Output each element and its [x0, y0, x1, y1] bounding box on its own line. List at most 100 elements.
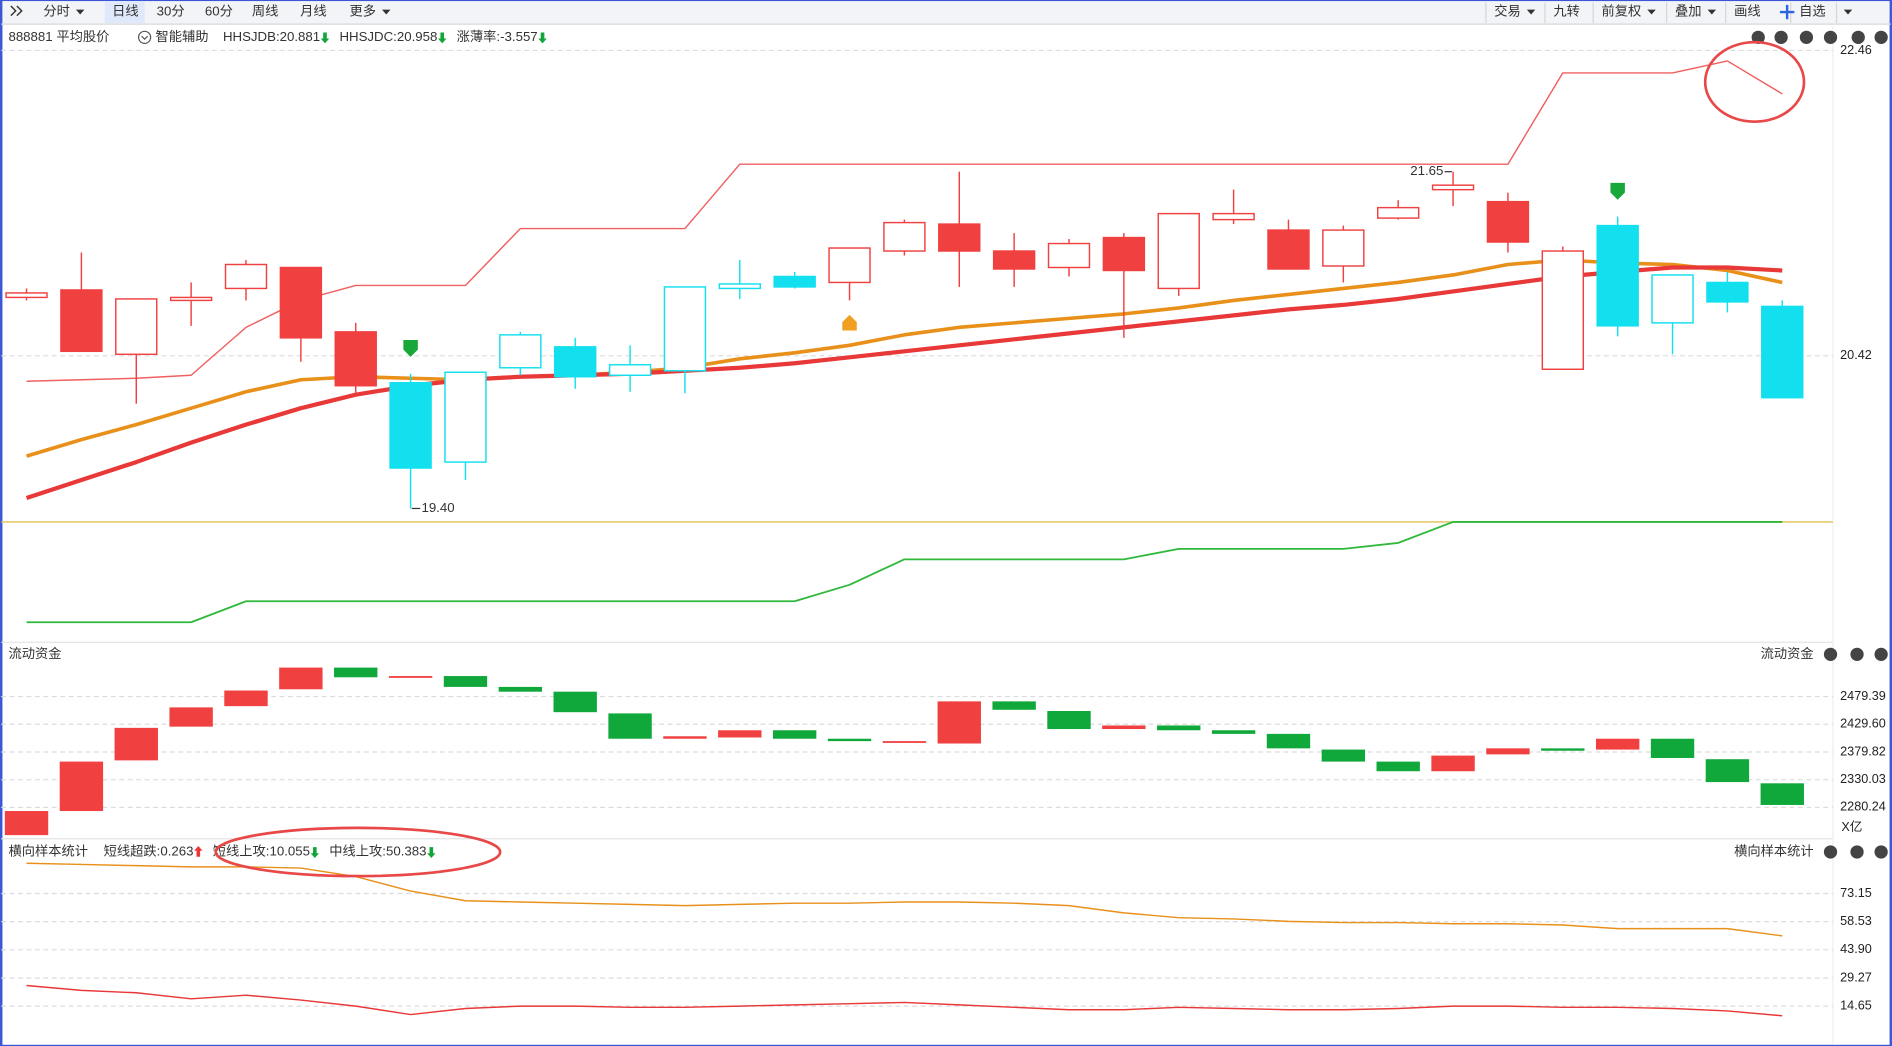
toolbar-tab[interactable]: 更多	[349, 3, 376, 19]
candle-body[interactable]	[444, 371, 487, 463]
flow-bar[interactable]	[1541, 748, 1585, 751]
toolbar-tab[interactable]: 月线	[300, 4, 327, 19]
toolbar-button[interactable]: 叠加	[1675, 4, 1702, 19]
candle-body[interactable]	[1267, 229, 1310, 270]
flow-bar[interactable]	[224, 690, 268, 707]
candle-body[interactable]	[553, 346, 597, 378]
highlight-circle	[1703, 40, 1806, 124]
panel-icon[interactable]	[1850, 845, 1864, 859]
panel-icon[interactable]	[1823, 30, 1838, 44]
toolbar-button[interactable]: 自选	[1799, 4, 1826, 19]
candle-body[interactable]	[334, 331, 377, 387]
candle-body[interactable]	[718, 283, 762, 290]
flow-bar[interactable]	[992, 701, 1036, 710]
candle-body[interactable]	[1212, 212, 1255, 221]
flow-bar[interactable]	[114, 727, 158, 761]
chart-subtitle[interactable]: 智能辅助	[155, 29, 208, 44]
candle-body[interactable]	[663, 286, 707, 372]
candle-body[interactable]	[60, 289, 103, 353]
legend-entry: 中线上攻:50.383	[329, 843, 426, 858]
expand-icon[interactable]	[10, 5, 23, 17]
candle-body[interactable]	[1596, 224, 1639, 327]
toolbar-tab[interactable]: 60分	[205, 4, 233, 19]
flow-bar[interactable]	[827, 738, 872, 742]
panel-icon[interactable]	[1774, 30, 1788, 44]
toolbar-button[interactable]: 交易	[1494, 3, 1521, 19]
flow-bar[interactable]	[772, 730, 817, 739]
dropdown-caret[interactable]	[1843, 9, 1853, 15]
flow-bar[interactable]	[443, 676, 488, 687]
flow-bar[interactable]	[1760, 783, 1804, 805]
panel-icon[interactable]	[1823, 845, 1838, 859]
flow-bar[interactable]	[334, 667, 378, 678]
panel-icon[interactable]	[1874, 30, 1888, 44]
candle-body[interactable]	[1651, 274, 1694, 324]
candle-body[interactable]	[1157, 212, 1200, 290]
flow-bar[interactable]	[1157, 725, 1201, 731]
flow-bar[interactable]	[1102, 725, 1146, 730]
candle-body[interactable]	[938, 223, 981, 252]
flow-bar[interactable]	[59, 761, 104, 812]
panel-icon[interactable]	[1751, 30, 1765, 44]
y-tick-label: 14.65	[1840, 998, 1872, 1012]
flow-bar[interactable]	[4, 811, 49, 836]
panel-icon[interactable]	[1823, 647, 1838, 661]
candle-body[interactable]	[1102, 236, 1146, 272]
flow-bar[interactable]	[663, 736, 707, 739]
assist-icon[interactable]	[138, 30, 152, 44]
candle-body[interactable]	[115, 298, 158, 356]
panel-icon[interactable]	[1850, 647, 1864, 661]
candle-body[interactable]	[5, 292, 48, 299]
flow-bar[interactable]	[498, 686, 543, 692]
flow-bar[interactable]	[1650, 738, 1695, 758]
flow-bar[interactable]	[279, 667, 323, 690]
candle-body[interactable]	[773, 275, 816, 288]
candle-body[interactable]	[1047, 242, 1091, 269]
flow-bar[interactable]	[1321, 749, 1366, 762]
flow-bar[interactable]	[1705, 759, 1750, 783]
panel-icon[interactable]	[1799, 30, 1814, 44]
panel-icon[interactable]	[1851, 30, 1865, 44]
candle-body[interactable]	[1761, 305, 1804, 399]
toolbar-tab[interactable]: 周线	[252, 4, 279, 19]
candle-body[interactable]	[224, 263, 268, 290]
toolbar-button[interactable]: 画线	[1734, 4, 1761, 19]
flow-bar[interactable]	[608, 713, 652, 739]
panel-icon[interactable]	[1874, 647, 1888, 661]
candle-body[interactable]	[169, 296, 213, 302]
flow-bar[interactable]	[1376, 761, 1420, 772]
candle-body[interactable]	[1706, 281, 1749, 303]
candle-body[interactable]	[992, 250, 1036, 270]
toolbar-tab[interactable]: 30分	[157, 4, 185, 19]
candle-body[interactable]	[279, 266, 323, 339]
flow-bar[interactable]	[937, 701, 981, 744]
toolbar-button[interactable]: 前复权	[1602, 3, 1642, 19]
panel-icon[interactable]	[1874, 845, 1888, 859]
flow-bar[interactable]	[1595, 738, 1640, 750]
candle-body[interactable]	[1486, 200, 1530, 243]
toolbar-button[interactable]: 九转	[1553, 4, 1580, 19]
candle-body[interactable]	[1322, 229, 1365, 267]
flow-bar[interactable]	[388, 676, 433, 678]
flow-bar[interactable]	[882, 741, 927, 743]
candle-body[interactable]	[828, 247, 871, 284]
flow-bar[interactable]	[1486, 748, 1530, 755]
flow-bar[interactable]	[169, 707, 213, 727]
candle-body[interactable]	[389, 382, 432, 469]
candle-body[interactable]	[1376, 206, 1420, 219]
flow-bar[interactable]	[1047, 711, 1091, 730]
panel-icons[interactable]	[1751, 30, 1888, 859]
candle-body[interactable]	[1431, 184, 1475, 191]
flow-bar[interactable]	[1266, 733, 1311, 749]
flow-bar[interactable]	[1431, 755, 1475, 772]
flow-bar[interactable]	[718, 730, 762, 738]
candle-body[interactable]	[608, 364, 652, 376]
candle-body[interactable]	[883, 221, 926, 252]
toolbar-tab[interactable]: 日线	[112, 4, 139, 19]
toolbar	[2, 1, 1890, 25]
flow-bar[interactable]	[553, 691, 597, 713]
candle-body[interactable]	[499, 334, 542, 369]
flow-bar[interactable]	[1211, 730, 1256, 734]
toolbar-tab[interactable]: 分时	[43, 4, 70, 19]
candle-body[interactable]	[1541, 250, 1585, 370]
